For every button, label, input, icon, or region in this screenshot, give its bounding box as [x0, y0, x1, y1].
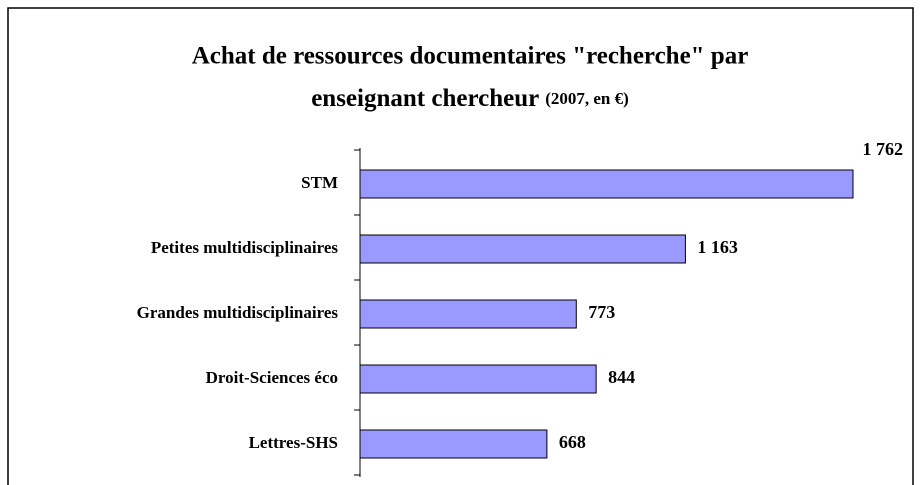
value-label: 773: [588, 302, 615, 322]
value-label: 668: [559, 432, 586, 452]
bar: [359, 299, 577, 329]
category-label: STM: [301, 173, 338, 192]
chart-title: Achat de ressources documentaires "reche…: [192, 43, 749, 70]
bar: [359, 169, 854, 199]
title-part: enseignant chercheur: [311, 85, 539, 112]
bar: [359, 429, 548, 459]
title-note: (2007, en €): [545, 89, 629, 108]
value-label: 1 762: [863, 139, 904, 159]
category-label: Petites multidisciplinaires: [151, 238, 339, 257]
category-label: Lettres-SHS: [249, 433, 338, 452]
chart-title-line2: enseignant chercheur (2007, en €): [311, 85, 629, 112]
bar: [359, 364, 597, 394]
value-label: 1 163: [697, 237, 738, 257]
value-label: 844: [608, 367, 635, 387]
bar: [359, 234, 686, 264]
category-label: Droit-Sciences éco: [206, 368, 338, 387]
category-label: Grandes multidisciplinaires: [137, 303, 339, 322]
